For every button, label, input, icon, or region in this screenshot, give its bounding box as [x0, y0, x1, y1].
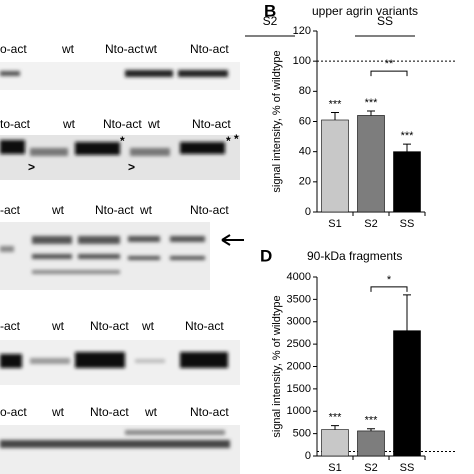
error-bar — [367, 428, 375, 431]
bar — [357, 115, 385, 213]
lane-label: Nto-act — [105, 42, 144, 56]
y-tick-label: 500 — [293, 428, 311, 440]
group-header: SS — [377, 14, 393, 28]
error-bar — [331, 111, 339, 120]
lane-label: Nto-act — [190, 405, 229, 419]
y-tick-label: 80 — [299, 85, 311, 97]
blot-marker: > — [28, 160, 35, 174]
comparison-bracket — [370, 286, 408, 292]
lane-label: wt — [139, 203, 153, 217]
bar — [321, 429, 349, 457]
lane-label: Nto-act — [95, 203, 134, 217]
error-bar — [367, 110, 375, 116]
y-tick-label: 4000 — [287, 271, 311, 283]
y-tick-label: 2500 — [287, 338, 311, 350]
y-tick-label: 1500 — [287, 383, 311, 395]
x-tick-label: S2 — [364, 218, 377, 230]
y-tick-label: 2000 — [287, 360, 311, 372]
x-tick-label: S1 — [328, 462, 341, 474]
y-tick-label: 60 — [299, 115, 311, 127]
lane-label: wt — [141, 319, 155, 333]
significance: *** — [329, 98, 343, 110]
panel-label: D — [260, 246, 272, 265]
y-axis-label: signal intensity, % of wildtype — [271, 295, 283, 437]
lane-label: Nto-act — [103, 117, 142, 131]
blots — [0, 62, 244, 474]
error-bar — [403, 143, 411, 152]
comparison-label: * — [387, 274, 392, 286]
lane-label: wt — [51, 203, 65, 217]
y-tick-label: 3000 — [287, 316, 311, 328]
y-axis-label: signal intensity, % of wildtype — [271, 50, 283, 192]
significance: *** — [365, 97, 379, 109]
x-tick-label: S2 — [364, 462, 377, 474]
lane-label: wt — [51, 405, 65, 419]
lane-label: Nto-act — [90, 319, 129, 333]
y-tick-label: 120 — [293, 25, 311, 37]
lane-label: wt — [144, 42, 158, 56]
lane-label: to-act — [0, 117, 31, 131]
error-bar — [403, 294, 411, 331]
lane-label: wt — [51, 319, 65, 333]
comparison-label: ** — [385, 58, 394, 70]
chart-title: 90-kDa fragments — [307, 249, 402, 263]
x-tick-label: SS — [400, 462, 415, 474]
y-tick-label: 1000 — [287, 405, 311, 417]
bar — [357, 430, 385, 457]
lane-label: -act — [0, 203, 21, 217]
lane-label: wt — [62, 117, 76, 131]
group-header: S2 — [263, 14, 278, 28]
lane-label: Nto-act — [185, 319, 224, 333]
y-tick-label: 100 — [293, 55, 311, 67]
lane-label: wt — [147, 117, 161, 131]
y-tick-label: 0 — [305, 450, 311, 462]
panel-label: B — [264, 1, 276, 20]
comparison-bracket — [370, 70, 408, 77]
lane-label: o-act — [0, 42, 27, 56]
lane-label: -act — [0, 319, 21, 333]
lane-label: wt — [61, 42, 75, 56]
lane-label: Nto-act — [90, 405, 129, 419]
error-bar — [331, 425, 339, 430]
lane-label: o-act — [0, 405, 27, 419]
y-tick-label: 20 — [299, 176, 311, 188]
lane-label: Nto-act — [190, 203, 229, 217]
significance: *** — [365, 415, 379, 427]
blot-marker: * — [226, 134, 231, 148]
lane-label: wt — [144, 405, 158, 419]
lane-label: Nto-act — [192, 117, 231, 131]
blot-marker: * — [120, 134, 125, 148]
arrow — [221, 234, 244, 246]
blot-marker: > — [128, 160, 135, 174]
blot-marker: * — [234, 132, 239, 146]
significance: *** — [329, 411, 343, 423]
bar — [393, 151, 421, 213]
bar — [393, 330, 421, 457]
bar — [321, 119, 349, 213]
x-tick-label: SS — [400, 218, 415, 230]
significance: *** — [401, 130, 415, 142]
lane-label: Nto-act — [190, 42, 229, 56]
chart-title: upper agrin variants — [312, 4, 418, 18]
x-tick-label: S1 — [328, 218, 341, 230]
y-tick-label: 3500 — [287, 293, 311, 305]
y-tick-label: 0 — [305, 206, 311, 218]
y-tick-label: 40 — [299, 146, 311, 158]
